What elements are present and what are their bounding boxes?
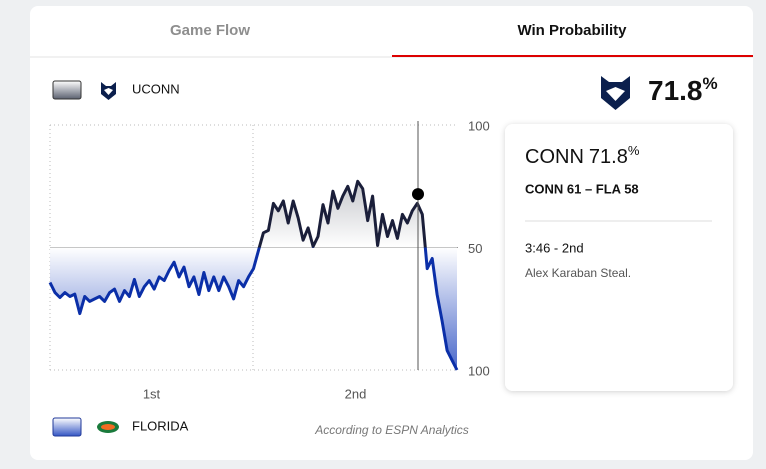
card-value: 71.8 — [589, 146, 628, 168]
y-tick-label: 100 — [468, 118, 490, 133]
y-tick-label: 100 — [468, 363, 490, 378]
team-name: FLORIDA — [132, 418, 189, 433]
headline-unit: % — [703, 74, 718, 93]
source-note: According to ESPN Analytics — [314, 423, 469, 437]
tab[interactable]: Win Probability — [517, 22, 627, 39]
x-tick-label: 1st — [143, 386, 161, 401]
card-team: CONN — [525, 146, 584, 168]
play-card — [505, 124, 733, 391]
probability-line — [48, 179, 459, 371]
card-probability: CONN 71.8% — [525, 143, 640, 168]
card-time: 3:46 - 2nd — [525, 240, 584, 255]
card-unit: % — [628, 143, 640, 158]
plot: 100 50 100 1st 2nd — [48, 118, 490, 401]
legend-swatch — [52, 80, 82, 100]
probability-area — [50, 181, 457, 370]
team-logo — [97, 421, 119, 433]
card-score: CONN 61 – FLA 58 — [525, 181, 639, 196]
headline-logo — [601, 76, 630, 110]
legend-swatch — [52, 417, 82, 437]
headline-value: 71.8 — [648, 75, 703, 106]
headline-probability: 71.8% — [648, 74, 718, 106]
team-logo — [101, 82, 116, 100]
current-marker — [412, 188, 424, 201]
y-tick-label: 50 — [468, 241, 482, 256]
team-name: UCONN — [132, 81, 180, 96]
card-play: Alex Karaban Steal. — [525, 266, 631, 280]
tab[interactable]: Game Flow — [170, 22, 250, 39]
x-tick-label: 2nd — [345, 386, 367, 401]
